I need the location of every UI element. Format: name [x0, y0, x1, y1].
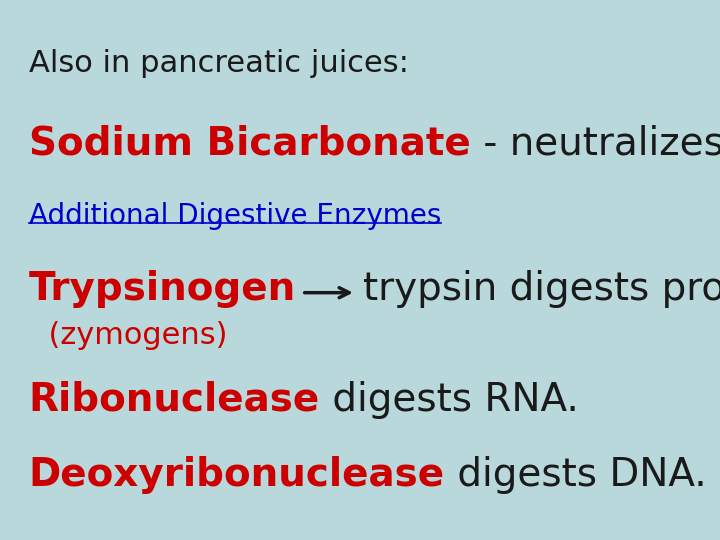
Text: Trypsinogen: Trypsinogen [29, 270, 296, 308]
Text: digests DNA.: digests DNA. [445, 456, 706, 494]
Text: digests RNA.: digests RNA. [320, 381, 579, 418]
Text: Deoxyribonuclease: Deoxyribonuclease [29, 456, 445, 494]
Text: - neutralizes HCl.: - neutralizes HCl. [471, 124, 720, 162]
Text: Sodium Bicarbonate: Sodium Bicarbonate [29, 124, 471, 162]
Text: (zymogens): (zymogens) [29, 321, 228, 350]
Text: Additional Digestive Enzymes: Additional Digestive Enzymes [29, 202, 441, 231]
Text: trypsin digests protein: trypsin digests protein [363, 270, 720, 308]
Text: Also in pancreatic juices:: Also in pancreatic juices: [29, 49, 409, 78]
Text: Ribonuclease: Ribonuclease [29, 381, 320, 418]
